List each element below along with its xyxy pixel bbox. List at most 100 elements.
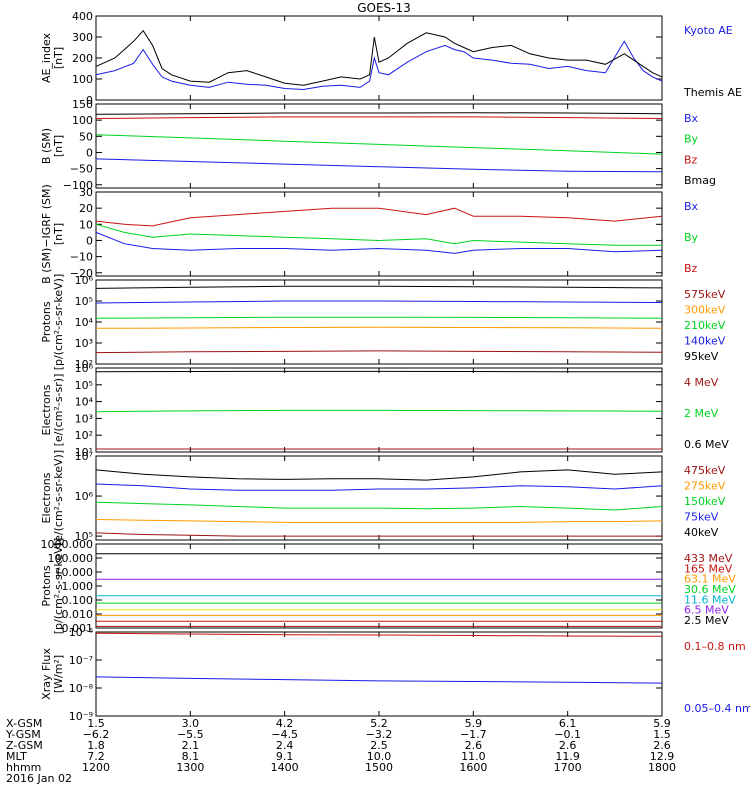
legend-entry: 0.1–0.8 nm xyxy=(684,640,746,653)
legend-entry: 4 MeV xyxy=(684,376,719,389)
series-line-2-mev xyxy=(95,409,663,413)
y-tick-label: 10⁴ xyxy=(75,396,94,409)
series-line-bmag xyxy=(95,112,663,115)
footer-value: 1800 xyxy=(648,761,676,774)
y-tick-label: 400 xyxy=(72,10,93,23)
footer-date: 2016 Jan 02 xyxy=(6,772,72,785)
panel-frame xyxy=(95,15,663,101)
footer-value: −6.2 xyxy=(83,728,110,741)
footer-value: 10.0 xyxy=(367,750,392,763)
panel-electrons1: 10¹ 10² 10³ 10⁴ 10⁵ 10⁶ Electrons [e/(cm²-s-sr)… xyxy=(40,362,729,459)
footer-value: 5.2 xyxy=(370,717,388,730)
legend-entry: 210keV xyxy=(684,319,726,332)
y-tick-label: 0 xyxy=(86,146,93,159)
y-tick-label: 10¹ xyxy=(75,446,93,459)
y-axis-label: AE_index xyxy=(40,32,53,83)
panel-xray: 10⁻⁹ 10⁻⁸ 10⁻⁷ 10⁻⁶ Xray Flux [W/m²] 0.1–0.8 n… xyxy=(40,626,750,723)
footer-value: 2.6 xyxy=(465,739,483,752)
ephemeris-footer: X-GSMY-GSMZ-GSMMLThhmm1.5−6.21.87.212003… xyxy=(5,717,676,785)
legend-entry: By xyxy=(684,133,699,146)
footer-value: 1700 xyxy=(554,761,582,774)
y-tick-label: −10 xyxy=(70,251,93,264)
footer-value: −4.5 xyxy=(271,728,298,741)
footer-value: 1600 xyxy=(459,761,487,774)
series-line-bx xyxy=(95,158,663,173)
y-tick-label: 10⁻⁷ xyxy=(69,654,93,667)
footer-value: 5.9 xyxy=(465,717,483,730)
panel-protons1: 10² 10³ 10⁴ 10⁵ 10⁶ Protons [p/(cm²-s-sr-keV)]… xyxy=(40,274,726,371)
y-axis-label: Electrons xyxy=(40,472,53,523)
series-line-275kev xyxy=(95,519,663,523)
y-axis-label: B (SM)−IGRF (SM) xyxy=(40,184,53,284)
legend-entry: 475keV xyxy=(684,464,726,477)
y-tick-label: 10² xyxy=(75,358,93,371)
legend-entry: 30.6 MeV xyxy=(684,583,736,596)
y-tick-label: 10⁵ xyxy=(75,295,93,308)
y-axis-label: [e/(cm²-s-sr-keV)] xyxy=(52,450,65,546)
y-tick-label: 10⁻⁹ xyxy=(69,710,93,723)
y-tick-label: 10⁻⁶ xyxy=(69,626,94,639)
series-line-475kev xyxy=(95,532,662,537)
legend-entry: 95keV xyxy=(684,350,719,363)
footer-row-label: X-GSM xyxy=(6,717,42,730)
y-axis-label: Electrons xyxy=(40,384,53,435)
series-line-bx xyxy=(95,231,663,254)
footer-value: 1200 xyxy=(82,761,110,774)
y-tick-label: −20 xyxy=(70,267,93,280)
legend-entry: Bz xyxy=(684,262,698,275)
series-line-40kev xyxy=(95,469,663,481)
footer-value: 8.1 xyxy=(182,750,200,763)
legend-entry: 275keV xyxy=(684,480,726,493)
y-tick-label: 0.100 xyxy=(62,594,94,607)
footer-value: 1.8 xyxy=(87,739,105,752)
y-axis-label: [e/(cm²-s-sr)] xyxy=(52,374,65,447)
series-line-bz xyxy=(95,116,663,119)
panel-bigrf: −20 −10 0 10 20 30 B (SM)−IGRF (SM) [nT] Bx By Bz xyxy=(40,184,699,284)
y-tick-label: 10⁷ xyxy=(75,450,93,463)
legend-entry: 0.05–0.4 nm xyxy=(684,702,750,715)
y-tick-label: 50 xyxy=(79,130,93,143)
panel-electrons2: 10⁵ 10⁶ 10⁷ Electrons [e/(cm²-s-sr-keV)] 475k… xyxy=(40,450,726,546)
y-tick-label: 10⁶ xyxy=(75,274,94,287)
legend-entry: 0.6 MeV xyxy=(684,438,729,451)
footer-value: 3.0 xyxy=(182,717,200,730)
panel-frame xyxy=(95,455,663,541)
series-line-140kev xyxy=(95,300,663,304)
y-tick-label: 300 xyxy=(72,31,93,44)
footer-value: 7.2 xyxy=(87,750,105,763)
series-line-95kev xyxy=(95,285,663,289)
footer-value: −0.1 xyxy=(554,728,581,741)
y-tick-label: 0 xyxy=(86,94,93,107)
footer-value: 11.0 xyxy=(461,750,486,763)
y-tick-label: 1000.000 xyxy=(41,538,94,551)
y-axis-label: Xray Flux xyxy=(40,648,53,700)
footer-value: 4.2 xyxy=(276,717,294,730)
y-tick-label: 10⁻⁸ xyxy=(69,682,94,695)
legend-entry: 575keV xyxy=(684,288,726,301)
footer-value: −1.7 xyxy=(460,728,487,741)
y-tick-label: 0 xyxy=(86,234,93,247)
footer-value: 2.6 xyxy=(653,739,671,752)
panel-frame xyxy=(95,631,663,717)
y-axis-label: [W/m²] xyxy=(52,655,65,693)
y-tick-label: 10.000 xyxy=(55,566,94,579)
legend-entry: Kyoto AE xyxy=(684,24,733,37)
footer-value: 2.5 xyxy=(370,739,388,752)
series-line-0-1-0-8-nm xyxy=(95,632,663,637)
footer-value: 6.1 xyxy=(559,717,577,730)
panel-protons2: 0.0010.0100.1001.00010.000100.0001000.00… xyxy=(40,538,736,635)
series-line-300kev xyxy=(95,326,663,329)
footer-value: 11.9 xyxy=(555,750,580,763)
legend-entry: 40keV xyxy=(684,526,719,539)
y-tick-label: 10³ xyxy=(75,412,93,425)
footer-value: 1500 xyxy=(365,761,393,774)
footer-row-label: Y-GSM xyxy=(5,728,41,741)
footer-row-label: Z-GSM xyxy=(6,739,43,752)
footer-value: 2.6 xyxy=(559,739,577,752)
panel-frame xyxy=(95,191,663,277)
y-tick-label: 10⁶ xyxy=(75,362,94,375)
y-tick-label: 100 xyxy=(72,114,93,127)
y-axis-label: Protons xyxy=(40,301,53,342)
